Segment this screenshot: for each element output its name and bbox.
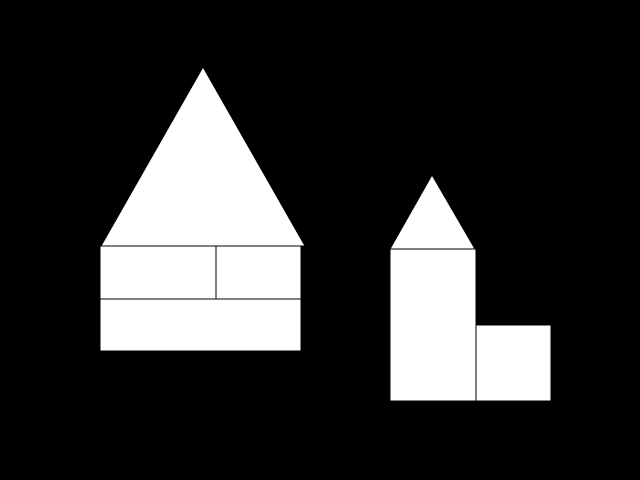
- right-tower-figure: [389, 173, 552, 402]
- right-tower-side-square: [475, 324, 552, 402]
- left-house-upper-left-rectangle: [99, 245, 217, 300]
- left-house-figure: [99, 65, 306, 352]
- left-house-bottom-rectangle: [99, 298, 302, 352]
- right-tower-body-rectangle: [389, 248, 477, 402]
- left-house-upper-right-rectangle: [215, 245, 302, 300]
